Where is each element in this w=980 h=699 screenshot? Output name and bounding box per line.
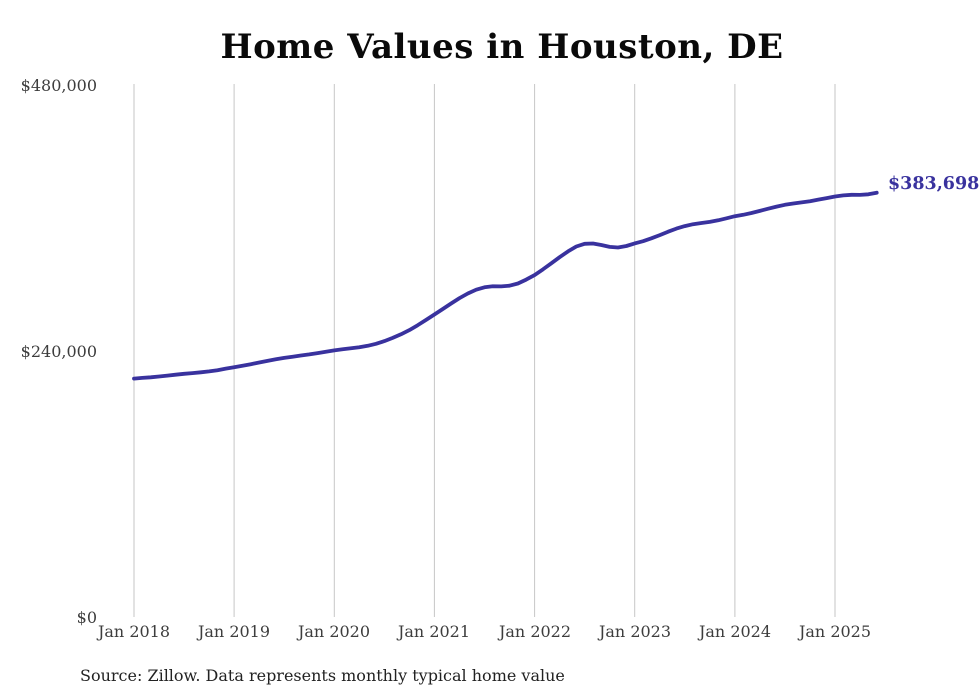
y-tick-label-0: $0 bbox=[76, 608, 97, 627]
x-tick-label-jan-2021: Jan 2021 bbox=[397, 622, 471, 641]
x-tick-label-jan-2025: Jan 2025 bbox=[798, 622, 872, 641]
home-value-series-line bbox=[132, 190, 879, 381]
x-tick-label-jan-2022: Jan 2022 bbox=[498, 622, 572, 641]
x-tick-label-jan-2019: Jan 2019 bbox=[197, 622, 271, 641]
y-tick-label-480000: $480,000 bbox=[20, 76, 97, 95]
latest-value-label: $383,698 bbox=[888, 174, 980, 194]
y-tick-label-240000: $240,000 bbox=[20, 342, 97, 361]
x-tick-label-jan-2018: Jan 2018 bbox=[97, 622, 171, 641]
chart-title: Home Values in Houston, DE bbox=[220, 27, 784, 67]
x-tick-label-jan-2024: Jan 2024 bbox=[698, 622, 772, 641]
x-tick-label-jan-2023: Jan 2023 bbox=[598, 622, 672, 641]
x-tick-label-jan-2020: Jan 2020 bbox=[297, 622, 371, 641]
source-note: Source: Zillow. Data represents monthly … bbox=[80, 666, 565, 685]
